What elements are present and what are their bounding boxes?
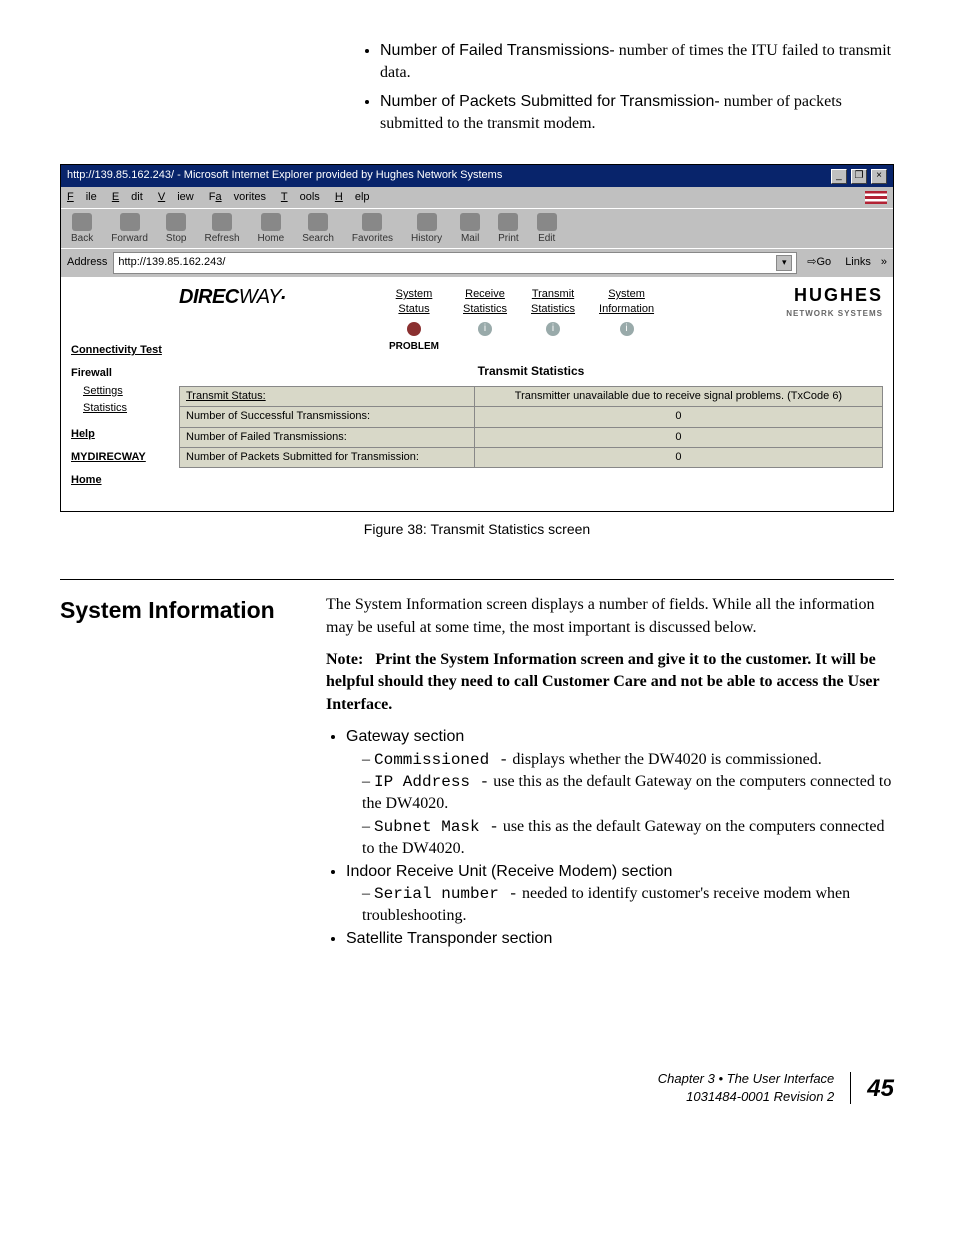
home-button[interactable]: Home	[258, 213, 285, 244]
window-buttons: _ ❐ ×	[830, 168, 887, 184]
nav-system-status[interactable]: System Status PROBLEM	[389, 287, 439, 354]
edit-button[interactable]: Edit	[537, 213, 557, 244]
history-button[interactable]: History	[411, 213, 442, 244]
sidebar-help[interactable]: Help	[71, 427, 179, 442]
menu-file[interactable]: File	[67, 191, 97, 203]
minimize-icon[interactable]: _	[831, 169, 847, 184]
toolbar: Back Forward Stop Refresh Home Search Fa…	[61, 208, 893, 248]
address-bar: Address http://139.85.162.243/ ▾ ⇨Go Lin…	[61, 248, 893, 277]
address-label: Address	[67, 255, 107, 270]
cell-value: Transmitter unavailable due to receive s…	[474, 386, 882, 406]
table-row: Number of Failed Transmissions:0	[180, 427, 883, 447]
section-body: The System Information screen displays a…	[326, 594, 894, 950]
list-item: Gateway section Commissioned - displays …	[346, 726, 894, 860]
stop-button[interactable]: Stop	[166, 213, 187, 244]
print-button[interactable]: Print	[498, 213, 519, 244]
info-icon: i	[620, 322, 634, 336]
page-footer: Chapter 3 • The User Interface 1031484-0…	[60, 1070, 894, 1106]
hughes-logo: HUGHES NETWORK SYSTEMS	[786, 283, 883, 319]
bullet-label: Number of Failed Transmissions-	[380, 42, 615, 59]
cell-value: 0	[474, 447, 882, 467]
refresh-button[interactable]: Refresh	[205, 213, 240, 244]
nav-system-info[interactable]: System Information i	[599, 287, 654, 354]
list-item: Number of Failed Transmissions- number o…	[380, 40, 894, 85]
close-icon[interactable]: ×	[871, 169, 887, 184]
bullet-label: Number of Packets Submitted for Transmis…	[380, 93, 720, 110]
section-heading: System Information	[60, 594, 298, 950]
menu-tools[interactable]: Tools	[281, 191, 320, 203]
address-url: http://139.85.162.243/	[118, 255, 225, 270]
links-button[interactable]: Links	[841, 255, 875, 270]
cell-label[interactable]: Transmit Status:	[180, 386, 475, 406]
flag-icon	[865, 191, 887, 204]
sidebar: Connectivity Test Firewall Settings Stat…	[71, 283, 179, 497]
menu-favorites[interactable]: Favorites	[209, 191, 266, 203]
window-title: http://139.85.162.243/ - Microsoft Inter…	[67, 168, 502, 183]
list-item: Indoor Receive Unit (Receive Modem) sect…	[346, 861, 894, 928]
status-dot-icon	[407, 322, 421, 336]
dropdown-icon[interactable]: ▾	[776, 255, 792, 271]
footer-divider	[850, 1072, 851, 1104]
table-row: Number of Packets Submitted for Transmis…	[180, 447, 883, 467]
back-button[interactable]: Back	[71, 213, 93, 244]
direcway-logo: DIRECWAY.	[179, 283, 286, 311]
links-chevron[interactable]: »	[881, 255, 887, 270]
sidebar-statistics[interactable]: Statistics	[83, 401, 179, 416]
menu-view[interactable]: View	[158, 191, 194, 203]
maximize-icon[interactable]: ❐	[851, 169, 867, 184]
list-item: Subnet Mask - use this as the default Ga…	[362, 816, 894, 861]
page-number: 45	[867, 1072, 894, 1106]
section-rule	[60, 579, 894, 580]
cell-value: 0	[474, 427, 882, 447]
figure-caption: Figure 38: Transmit Statistics screen	[60, 520, 894, 540]
browser-screenshot: http://139.85.162.243/ - Microsoft Inter…	[60, 164, 894, 512]
sidebar-firewall: Firewall	[71, 366, 179, 381]
window-titlebar: http://139.85.162.243/ - Microsoft Inter…	[61, 165, 893, 187]
info-icon: i	[478, 322, 492, 336]
sidebar-mydirecway[interactable]: MYDIRECWAY	[71, 450, 179, 465]
nav-receive-stats[interactable]: Receive Statistics i	[463, 287, 507, 354]
table-row: Number of Successful Transmissions:0	[180, 407, 883, 427]
sidebar-home[interactable]: Home	[71, 473, 179, 488]
table-title: Transmit Statistics	[179, 363, 883, 380]
table-row: Transmit Status:Transmitter unavailable …	[180, 386, 883, 406]
address-input[interactable]: http://139.85.162.243/ ▾	[113, 252, 797, 274]
search-button[interactable]: Search	[302, 213, 334, 244]
cell-label: Number of Successful Transmissions:	[180, 407, 475, 427]
section-system-info: System Information The System Informatio…	[60, 594, 894, 950]
info-icon: i	[546, 322, 560, 336]
list-item: Number of Packets Submitted for Transmis…	[380, 91, 894, 136]
sidebar-settings[interactable]: Settings	[83, 384, 179, 399]
mail-button[interactable]: Mail	[460, 213, 480, 244]
cell-label: Number of Failed Transmissions:	[180, 427, 475, 447]
sidebar-connectivity[interactable]: Connectivity Test	[71, 343, 179, 358]
go-button[interactable]: ⇨Go	[803, 255, 835, 270]
forward-button[interactable]: Forward	[111, 213, 148, 244]
note: Note: Print the System Information scree…	[326, 649, 894, 716]
list-item: Satellite Transponder section	[346, 928, 894, 950]
stats-table: Transmit Status:Transmitter unavailable …	[179, 386, 883, 469]
cell-value: 0	[474, 407, 882, 427]
list-item: Commissioned - displays whether the DW40…	[362, 749, 894, 771]
list-item: Serial number - needed to identify custo…	[362, 883, 894, 928]
menu-help[interactable]: Help	[335, 191, 370, 203]
problem-label: PROBLEM	[389, 340, 439, 354]
footer-doc: 1031484-0001 Revision 2	[658, 1088, 835, 1106]
menu-bar: File Edit View Favorites Tools Help	[61, 187, 893, 208]
list-item: IP Address - use this as the default Gat…	[362, 771, 894, 816]
nav-transmit-stats[interactable]: Transmit Statistics i	[531, 287, 575, 354]
menu-edit[interactable]: Edit	[112, 191, 143, 203]
footer-chapter: Chapter 3 • The User Interface	[658, 1070, 835, 1088]
intro-paragraph: The System Information screen displays a…	[326, 594, 894, 639]
cell-label: Number of Packets Submitted for Transmis…	[180, 447, 475, 467]
top-bullet-list: Number of Failed Transmissions- number o…	[360, 40, 894, 136]
favorites-button[interactable]: Favorites	[352, 213, 393, 244]
